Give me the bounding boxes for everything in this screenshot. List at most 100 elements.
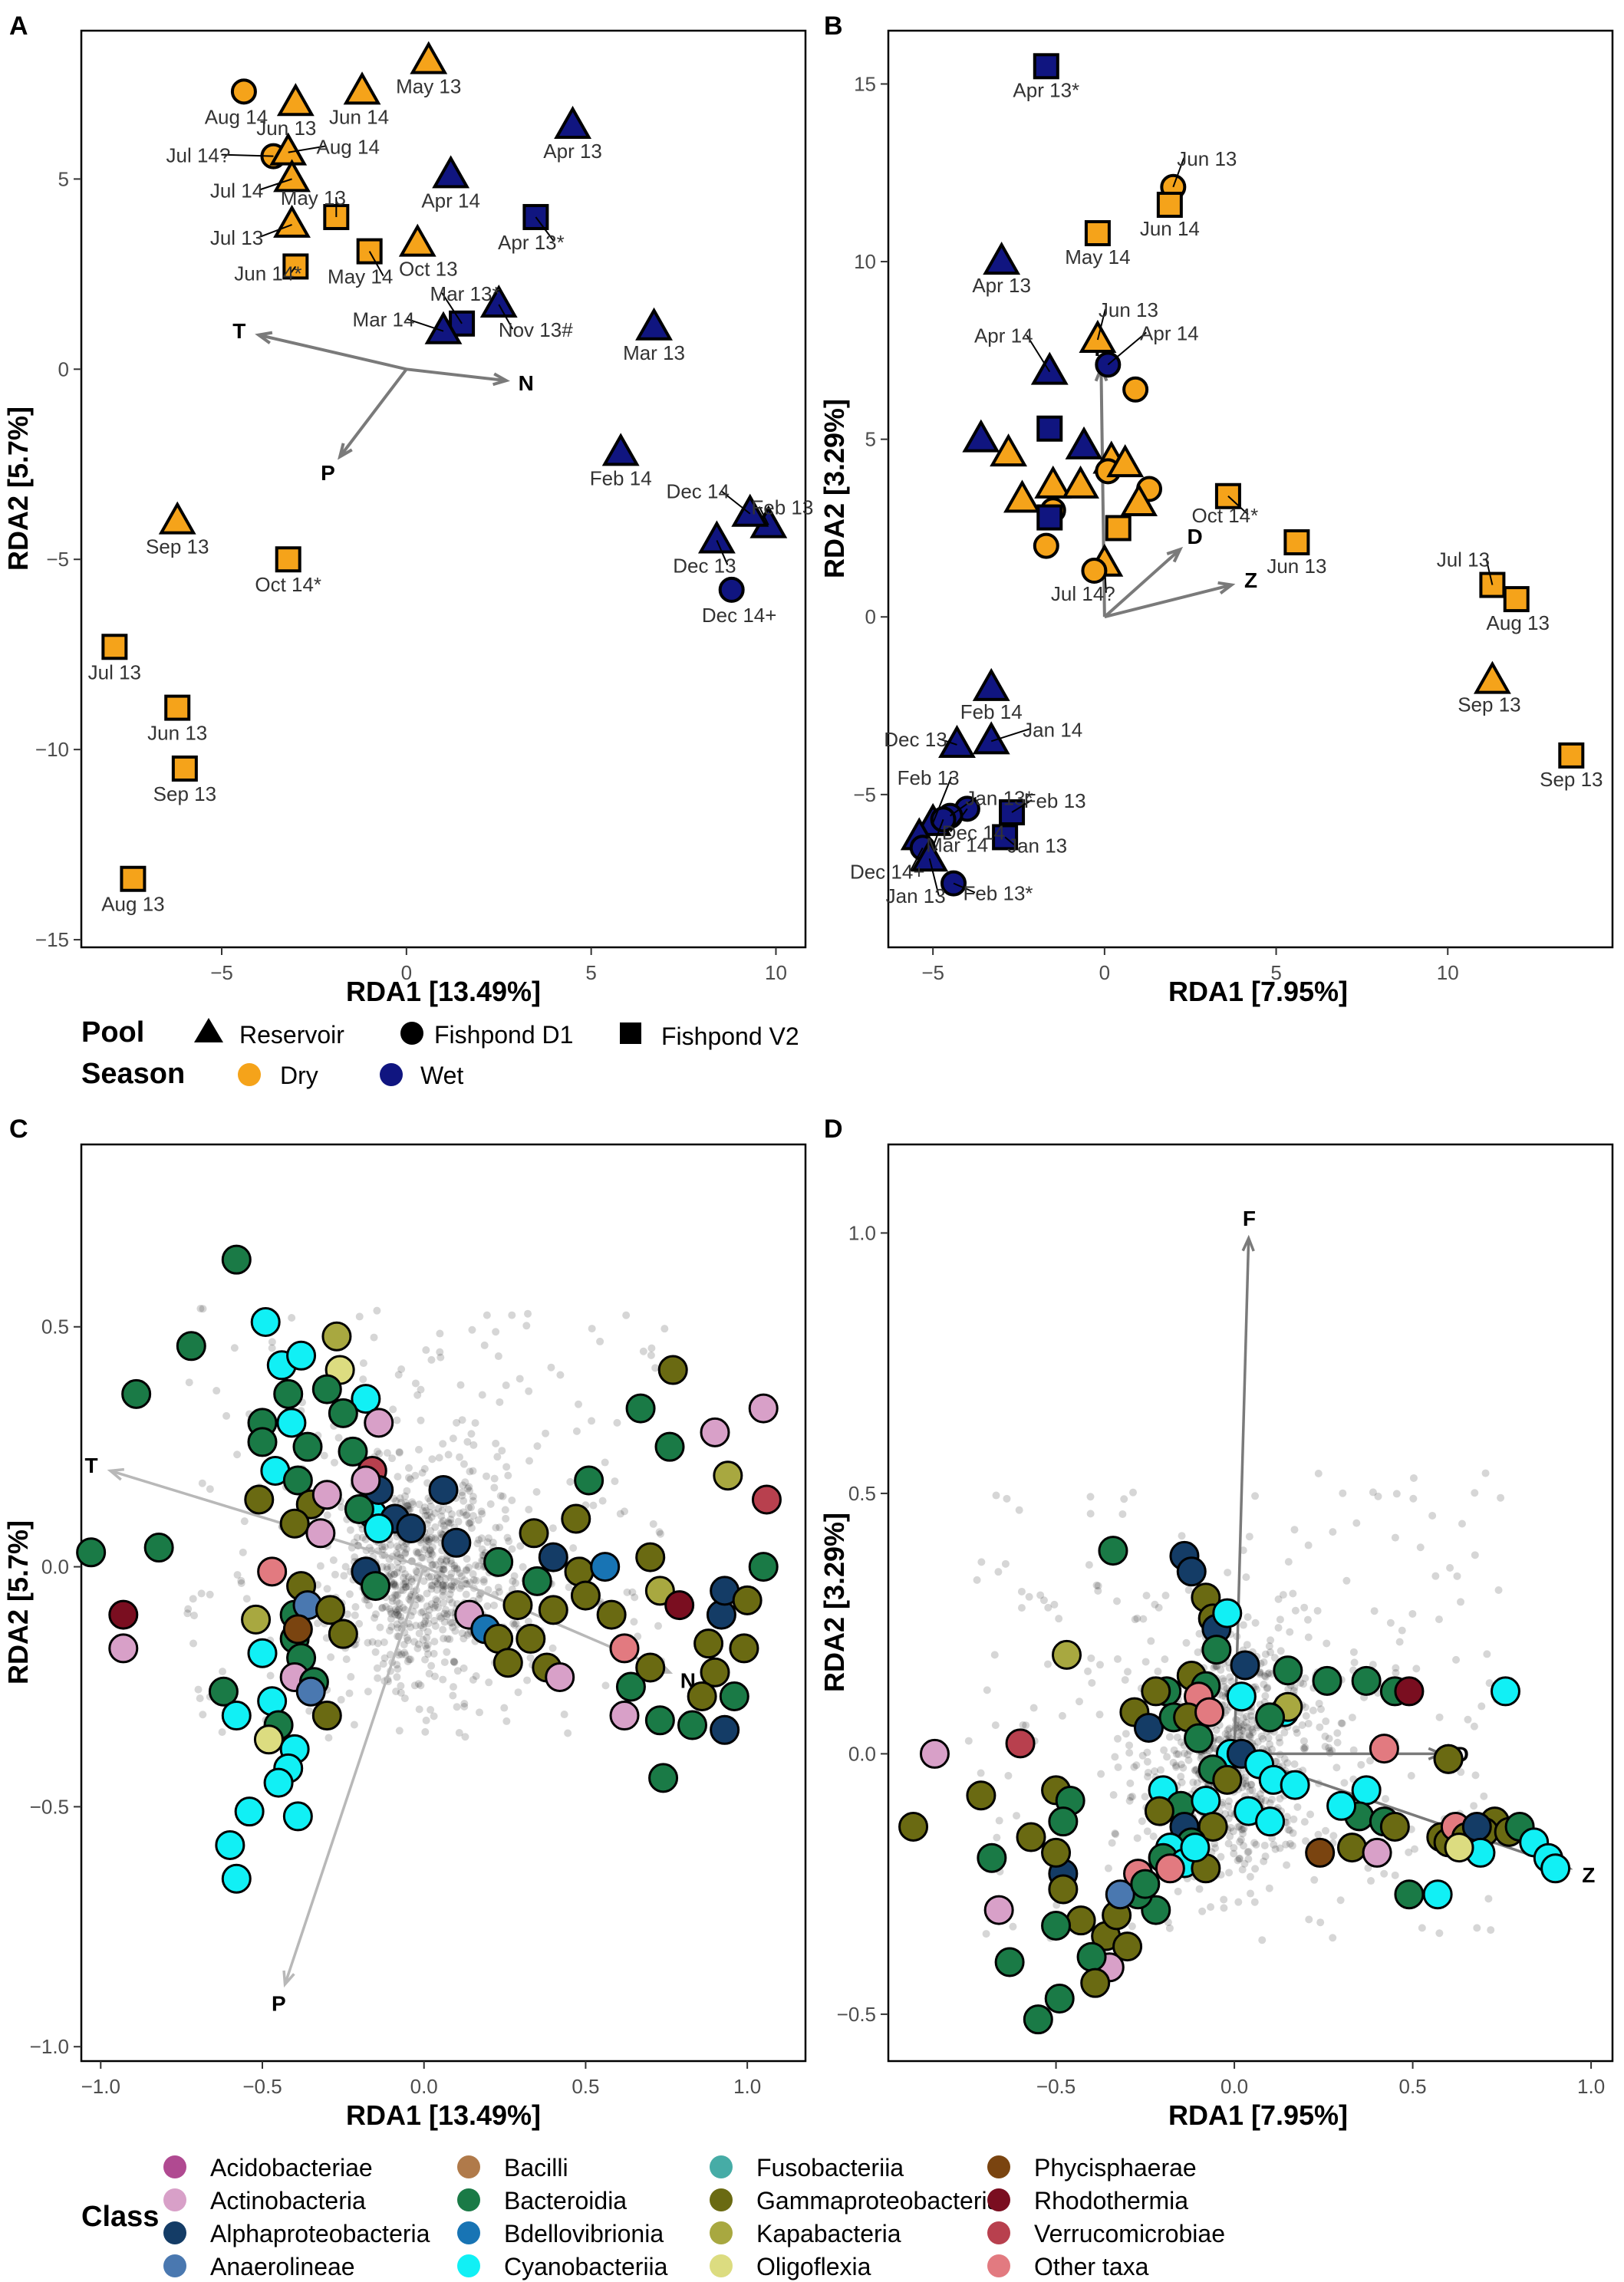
species-background-point — [330, 1458, 338, 1467]
species-background-point — [407, 1475, 415, 1483]
species-background-point — [436, 1529, 445, 1537]
species-background-point — [490, 1483, 499, 1492]
class-point-cyanobacteriia — [1191, 1786, 1221, 1816]
species-background-point — [233, 1451, 242, 1459]
species-background-point — [1227, 1678, 1236, 1686]
class-point-gammaproteobacteria — [311, 1701, 342, 1731]
x-tick-label: −0.5 — [242, 2075, 282, 2098]
species-background-point — [463, 1566, 471, 1575]
species-background-point — [460, 1460, 468, 1468]
species-background-point — [444, 1505, 453, 1513]
species-background-point — [1251, 1618, 1260, 1627]
species-background-point — [397, 1498, 405, 1507]
species-background-point — [1337, 1719, 1346, 1727]
species-background-point — [964, 1737, 973, 1745]
species-background-point — [1248, 1716, 1257, 1724]
label-leader-line — [1026, 334, 1051, 373]
species-background-point — [994, 1568, 1003, 1576]
species-background-point — [548, 1524, 557, 1533]
species-background-point — [390, 1580, 398, 1589]
species-background-point — [415, 1500, 423, 1509]
species-background-point — [1374, 1492, 1382, 1500]
species-background-point — [484, 1586, 492, 1594]
class-legend-swatch-verrucomicrobiae — [987, 2221, 1010, 2244]
species-background-point — [468, 1325, 476, 1334]
class-point-bacteroidia — [121, 1378, 152, 1409]
species-background-point — [1210, 1663, 1218, 1671]
point-fishpond-v2-sep-13 — [171, 755, 198, 782]
panel-c-xlabel: RDA1 [13.49%] — [346, 2099, 541, 2131]
class-point-bacteroidia — [1044, 1984, 1075, 2014]
class-point-alphaproteobacteria — [538, 1542, 568, 1572]
species-background-point — [622, 1311, 631, 1319]
species-background-point — [1253, 1738, 1262, 1747]
species-background-point — [556, 1371, 565, 1379]
species-background-point — [1086, 1510, 1095, 1518]
species-background-point — [463, 1437, 472, 1446]
point-label: Apr 13* — [498, 231, 565, 254]
species-background-point — [1301, 1703, 1309, 1711]
class-legend-label-anaerolineae: Anaerolineae — [210, 2253, 355, 2280]
species-background-point — [489, 1538, 497, 1546]
species-background-point — [422, 1716, 430, 1724]
species-background-point — [393, 1620, 401, 1628]
species-background-point — [404, 1502, 412, 1510]
species-background-point — [1211, 1844, 1220, 1852]
species-background-point — [1296, 1679, 1305, 1688]
species-background-point — [1301, 1674, 1309, 1682]
label-leader-line — [928, 858, 940, 896]
species-background-point — [380, 1543, 389, 1551]
point-reservoir-may-13 — [410, 41, 448, 74]
species-background-point — [1224, 1726, 1232, 1734]
species-background-point — [445, 1519, 453, 1527]
species-background-point — [1367, 1877, 1375, 1885]
species-background-point — [1084, 1667, 1092, 1675]
y-tick-label: 5 — [865, 428, 876, 451]
species-background-point — [461, 1733, 469, 1741]
species-background-point — [485, 1678, 493, 1687]
species-background-point — [1428, 1511, 1437, 1520]
species-background-point — [1242, 1712, 1250, 1721]
species-background-point — [973, 1576, 981, 1584]
species-background-point — [1290, 1683, 1299, 1691]
species-background-point — [1108, 1839, 1116, 1847]
species-background-point — [1165, 1924, 1174, 1932]
class-point-actinobacteria — [919, 1738, 950, 1769]
species-background-point — [1257, 1732, 1266, 1740]
panel-a-xlabel: RDA1 [13.49%] — [346, 976, 541, 1007]
species-background-point — [649, 1520, 657, 1528]
species-background-point — [401, 1583, 410, 1592]
species-background-point — [423, 1536, 432, 1545]
species-background-point — [1095, 1661, 1104, 1669]
species-background-point — [1120, 1495, 1128, 1503]
species-background-point — [1247, 1733, 1255, 1741]
species-background-point — [525, 1387, 533, 1395]
species-background-point — [1370, 1607, 1379, 1615]
y-tick-label: −15 — [35, 928, 69, 951]
species-background-point — [1133, 1834, 1141, 1842]
panel-c-y-ticks: −1.0 −0.5 0.0 0.5 — [30, 1316, 81, 2058]
species-background-point — [499, 1492, 507, 1500]
species-background-point — [453, 1564, 461, 1572]
class-point-bacteroidia — [574, 1465, 604, 1496]
label-leader-line — [259, 178, 292, 191]
species-background-point — [502, 1717, 511, 1725]
species-background-point — [387, 1608, 395, 1616]
species-background-point — [393, 1549, 401, 1557]
point-label: Aug 13 — [101, 893, 164, 916]
species-background-point — [1240, 1859, 1249, 1868]
vector-f-arrowhead — [1241, 1234, 1255, 1252]
species-background-point — [323, 1585, 331, 1593]
species-background-point — [1177, 1738, 1185, 1747]
point-reservoir-sep-13 — [1473, 660, 1511, 694]
species-background-point — [1325, 1744, 1333, 1752]
point-fishpond-v2-jun-13 — [1283, 529, 1310, 555]
class-point-gammaproteobacteria — [502, 1590, 533, 1621]
label-leader-line — [288, 145, 325, 153]
label-leader-line — [758, 506, 769, 526]
species-background-point — [1480, 1792, 1488, 1800]
species-background-point — [469, 1441, 478, 1449]
species-background-point — [588, 1325, 596, 1333]
species-background-point — [1409, 1494, 1418, 1503]
species-background-point — [380, 1638, 388, 1647]
